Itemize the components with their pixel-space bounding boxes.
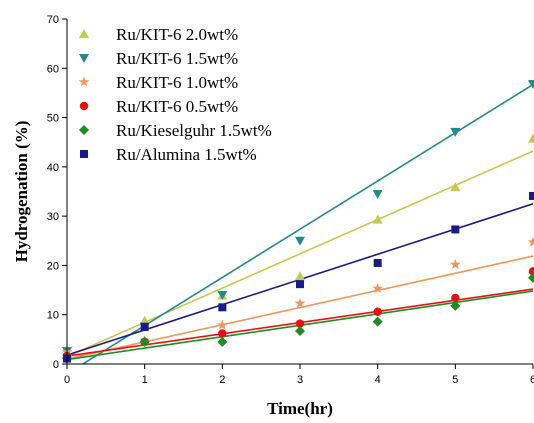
series-3-point-5 — [372, 283, 383, 294]
series-5-point-4 — [295, 325, 305, 336]
legend-marker-2 — [79, 54, 89, 63]
x-axis-title: Time(hr) — [267, 399, 333, 418]
series-4-point-6 — [451, 293, 460, 303]
legend-label-2: Ru/KIT-6 1.5wt% — [116, 49, 238, 68]
y-tick-label: 30 — [47, 211, 59, 223]
y-tick-label: 10 — [47, 310, 59, 322]
legend-marker-4 — [79, 101, 89, 111]
x-tick-label: 6 — [530, 374, 534, 386]
legend-label-6: Ru/Alumina 1.5wt% — [116, 145, 257, 164]
series-1-point-5 — [372, 214, 383, 224]
series-2-point-7 — [528, 80, 534, 90]
series-3-point-7 — [527, 236, 534, 247]
x-tick-label: 2 — [219, 374, 225, 386]
plot-area — [67, 19, 533, 364]
x-tick-label: 5 — [452, 374, 458, 386]
series-2-point-3 — [217, 291, 228, 300]
legend-label-3: Ru/KIT-6 1.0wt% — [116, 73, 238, 92]
series-6-point-5 — [373, 258, 382, 267]
series-3-point-3 — [217, 319, 228, 330]
series-2-point-5 — [372, 189, 383, 199]
series-4-point-4 — [295, 319, 305, 328]
axes: 0 10 20 30 40 50 60 70 0 1 2 3 4 5 6 — [47, 14, 534, 386]
y-tick-label: 0 — [53, 359, 59, 371]
x-tick-label: 0 — [64, 374, 70, 386]
legend-label-1: Ru/KIT-6 2.0wt% — [116, 25, 238, 44]
legend-marker-6 — [80, 150, 88, 158]
series-6-point-3 — [218, 303, 227, 312]
legend-marker-5 — [79, 125, 89, 135]
series-2-point-4 — [295, 236, 305, 246]
plot-background — [67, 19, 533, 364]
legend: Ru/KIT-6 2.0wt% Ru/KIT-6 1.5wt% Ru/KIT-6 1… — [78, 25, 272, 164]
y-tick-label: 70 — [47, 14, 59, 26]
series-3-point-4 — [294, 297, 306, 308]
series-6-point-6 — [451, 225, 460, 234]
series-1-point-2 — [139, 315, 150, 325]
y-tick-label: 60 — [47, 63, 59, 75]
series-4-point-3 — [218, 329, 227, 338]
series-3-point-6 — [450, 258, 461, 269]
series-1-point-7 — [528, 133, 534, 143]
x-tick-label: 3 — [297, 374, 303, 386]
legend-label-5: Ru/Kieselguhr 1.5wt% — [116, 121, 272, 140]
series-6-point-2 — [140, 323, 149, 332]
series-5-point-7 — [528, 272, 534, 283]
y-tick-label: 20 — [47, 260, 59, 272]
legend-marker-1 — [79, 29, 89, 38]
legend-marker-3 — [78, 76, 90, 87]
series-5-point-3 — [217, 336, 228, 347]
series-5-point-6 — [450, 300, 461, 311]
y-tick-label: 40 — [47, 162, 59, 174]
series-5-point-5 — [372, 316, 383, 327]
x-tick-label: 4 — [375, 374, 381, 386]
series-2-point-6 — [450, 127, 461, 137]
y-tick-label: 50 — [47, 113, 59, 125]
x-tick-label: 1 — [142, 374, 148, 386]
series-1-point-4 — [295, 271, 305, 281]
series-5-point-2 — [139, 336, 150, 347]
legend-label-4: Ru/KIT-6 0.5wt% — [116, 97, 238, 116]
series-6-point-4 — [296, 280, 304, 289]
series-4-point-5 — [373, 307, 382, 316]
series-1-point-6 — [450, 182, 461, 192]
y-axis-title: Hydrogenation (%) — [12, 121, 31, 263]
series-6-point-7 — [529, 191, 534, 200]
